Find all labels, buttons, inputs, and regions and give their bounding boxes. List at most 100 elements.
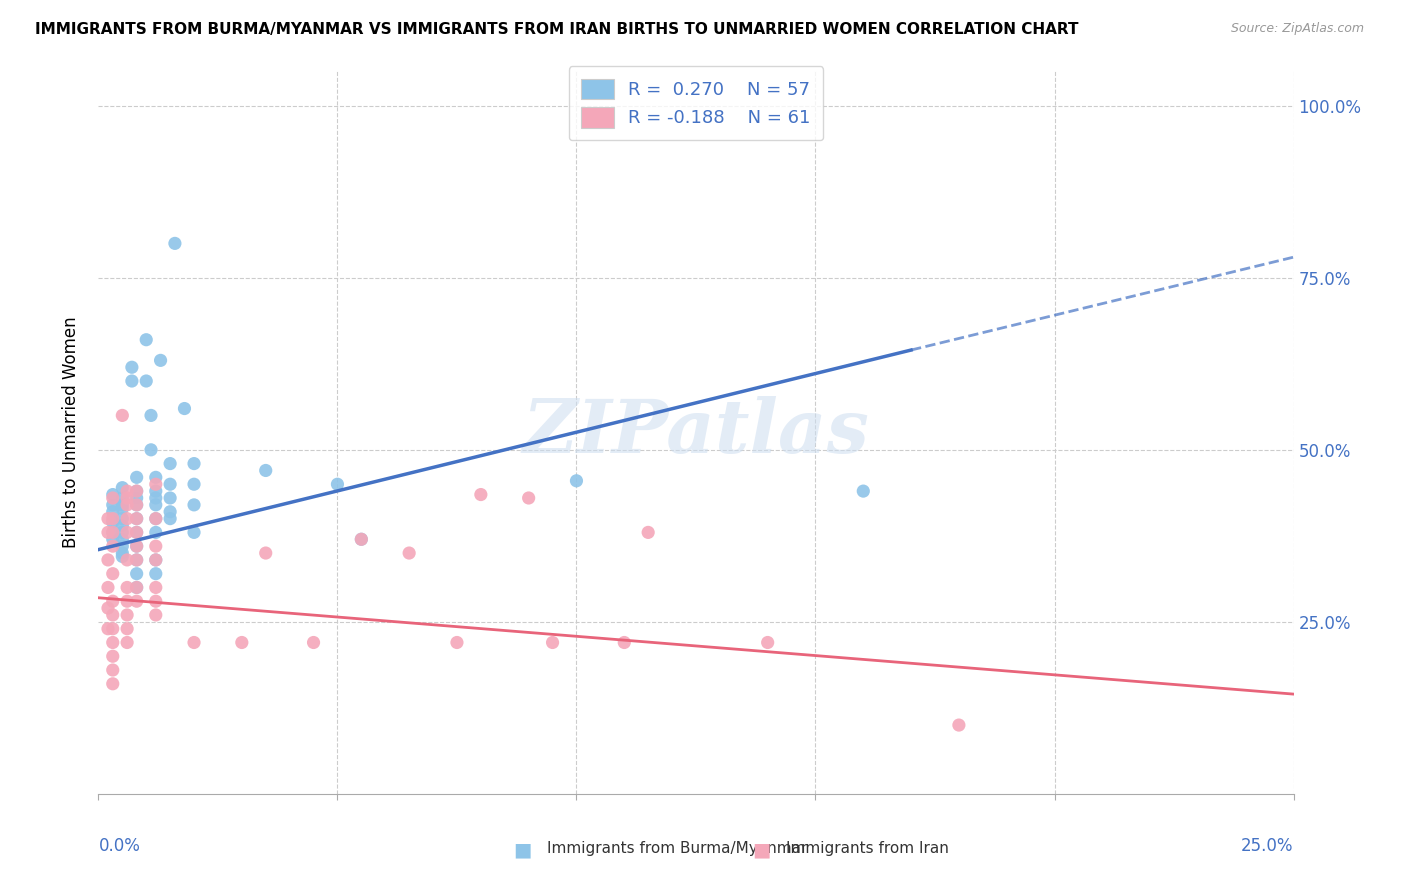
Point	[254, 463, 277, 477]
Point	[145, 566, 167, 581]
Point	[111, 539, 134, 553]
Point	[125, 539, 148, 553]
Point	[115, 635, 138, 649]
Point	[145, 553, 167, 567]
Point	[139, 409, 162, 423]
Point	[125, 470, 148, 484]
Text: ■: ■	[752, 841, 770, 860]
Point	[173, 401, 195, 416]
Point	[159, 477, 181, 491]
Point	[183, 457, 205, 471]
Point	[125, 553, 148, 567]
Point	[183, 635, 205, 649]
Point	[121, 374, 143, 388]
Point	[101, 515, 124, 529]
Point	[111, 498, 134, 512]
Point	[145, 511, 167, 525]
Point	[125, 484, 148, 499]
Point	[101, 487, 124, 501]
Point	[145, 553, 167, 567]
Text: Immigrants from Iran: Immigrants from Iran	[786, 841, 949, 855]
Point	[183, 477, 205, 491]
Point	[115, 581, 138, 595]
Point	[125, 484, 148, 499]
Point	[302, 635, 325, 649]
Point	[111, 546, 134, 560]
Point	[470, 487, 492, 501]
Point	[101, 491, 124, 505]
Point	[125, 539, 148, 553]
Point	[326, 477, 349, 491]
Point	[145, 498, 167, 512]
Point	[125, 491, 148, 505]
Point	[135, 374, 157, 388]
Point	[852, 484, 875, 499]
Point	[101, 525, 124, 540]
Point	[101, 663, 124, 677]
Point	[115, 491, 138, 505]
Point	[111, 533, 134, 547]
Text: 25.0%: 25.0%	[1241, 838, 1294, 855]
Y-axis label: Births to Unmarried Women: Births to Unmarried Women	[62, 317, 80, 549]
Point	[125, 553, 148, 567]
Text: Immigrants from Burma/Myanmar: Immigrants from Burma/Myanmar	[547, 841, 807, 855]
Point	[159, 505, 181, 519]
Point	[637, 525, 659, 540]
Point	[115, 484, 138, 499]
Point	[125, 581, 148, 595]
Point	[145, 525, 167, 540]
Point	[231, 635, 253, 649]
Point	[97, 601, 120, 615]
Point	[97, 553, 120, 567]
Point	[125, 511, 148, 525]
Point	[115, 594, 138, 608]
Point	[541, 635, 564, 649]
Legend: R =  0.270    N = 57, R = -0.188    N = 61: R = 0.270 N = 57, R = -0.188 N = 61	[568, 66, 824, 140]
Point	[139, 442, 162, 457]
Point	[149, 353, 172, 368]
Point	[111, 511, 134, 525]
Point	[121, 360, 143, 375]
Point	[115, 622, 138, 636]
Point	[111, 491, 134, 505]
Point	[159, 491, 181, 505]
Point	[398, 546, 420, 560]
Point	[115, 525, 138, 540]
Point	[446, 635, 468, 649]
Point	[517, 491, 540, 505]
Point	[111, 525, 134, 540]
Point	[101, 594, 124, 608]
Point	[101, 566, 124, 581]
Point	[145, 607, 167, 622]
Point	[101, 539, 124, 553]
Point	[111, 481, 134, 495]
Point	[111, 518, 134, 533]
Point	[115, 607, 138, 622]
Point	[101, 498, 124, 512]
Point	[101, 677, 124, 691]
Point	[101, 533, 124, 547]
Point	[101, 505, 124, 519]
Point	[145, 594, 167, 608]
Point	[613, 635, 636, 649]
Text: ZIPatlas: ZIPatlas	[523, 396, 869, 469]
Text: 0.0%: 0.0%	[98, 838, 141, 855]
Point	[125, 498, 148, 512]
Point	[97, 581, 120, 595]
Point	[145, 470, 167, 484]
Point	[97, 511, 120, 525]
Point	[565, 474, 588, 488]
Point	[101, 525, 124, 540]
Point	[115, 498, 138, 512]
Point	[159, 511, 181, 525]
Point	[125, 498, 148, 512]
Point	[97, 525, 120, 540]
Point	[163, 236, 186, 251]
Point	[183, 498, 205, 512]
Point	[145, 581, 167, 595]
Point	[125, 525, 148, 540]
Point	[948, 718, 970, 732]
Point	[159, 457, 181, 471]
Point	[111, 549, 134, 564]
Point	[145, 477, 167, 491]
